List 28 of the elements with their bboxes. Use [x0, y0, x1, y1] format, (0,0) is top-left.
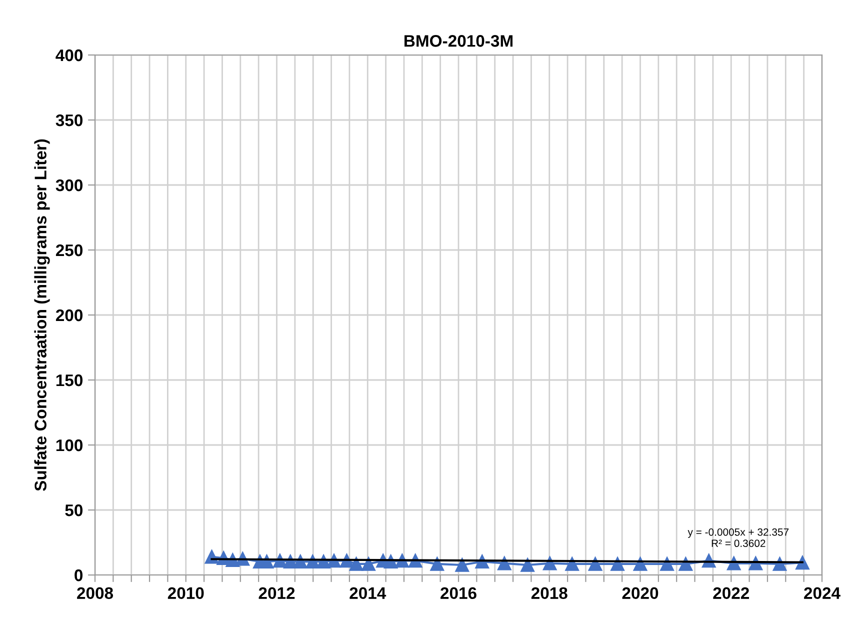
x-tick-label: 2020: [622, 587, 658, 600]
x-tick-label: 2018: [531, 587, 568, 600]
chart-title: BMO-2010-3M: [404, 35, 512, 47]
point: [565, 557, 580, 571]
point: [362, 557, 376, 571]
x-tick-label: 2008: [77, 587, 114, 600]
point: [455, 558, 470, 572]
x-tick-label: 2012: [258, 587, 295, 600]
x-tick-label: 2022: [713, 587, 749, 600]
annotation: y = -0.0005x + 32.357 R² = 0.3602: [688, 528, 789, 548]
y-tick-label: 300: [56, 179, 83, 192]
y-tick-label: 250: [56, 244, 83, 256]
point: [349, 557, 364, 571]
y-tick-label: 50: [65, 504, 83, 516]
point: [588, 557, 602, 571]
point: [430, 557, 444, 571]
y-tick-label: 100: [56, 439, 83, 452]
y-tick-label: 150: [56, 374, 83, 386]
y-tick-label: 200: [56, 309, 83, 322]
point: [520, 558, 535, 572]
y-axis-title: Sulfate Concentraation (milligrams per Liter): [34, 139, 50, 491]
y-tick-label: 400: [56, 49, 83, 62]
x-tick-label: 2010: [168, 587, 204, 600]
y-tick-label: 0: [74, 569, 83, 582]
x-tick-label: 2014: [350, 587, 386, 600]
x-tick-label: 2016: [440, 587, 476, 600]
y-tick-label: 350: [56, 114, 83, 126]
x-tick-label: 2024: [804, 587, 840, 600]
